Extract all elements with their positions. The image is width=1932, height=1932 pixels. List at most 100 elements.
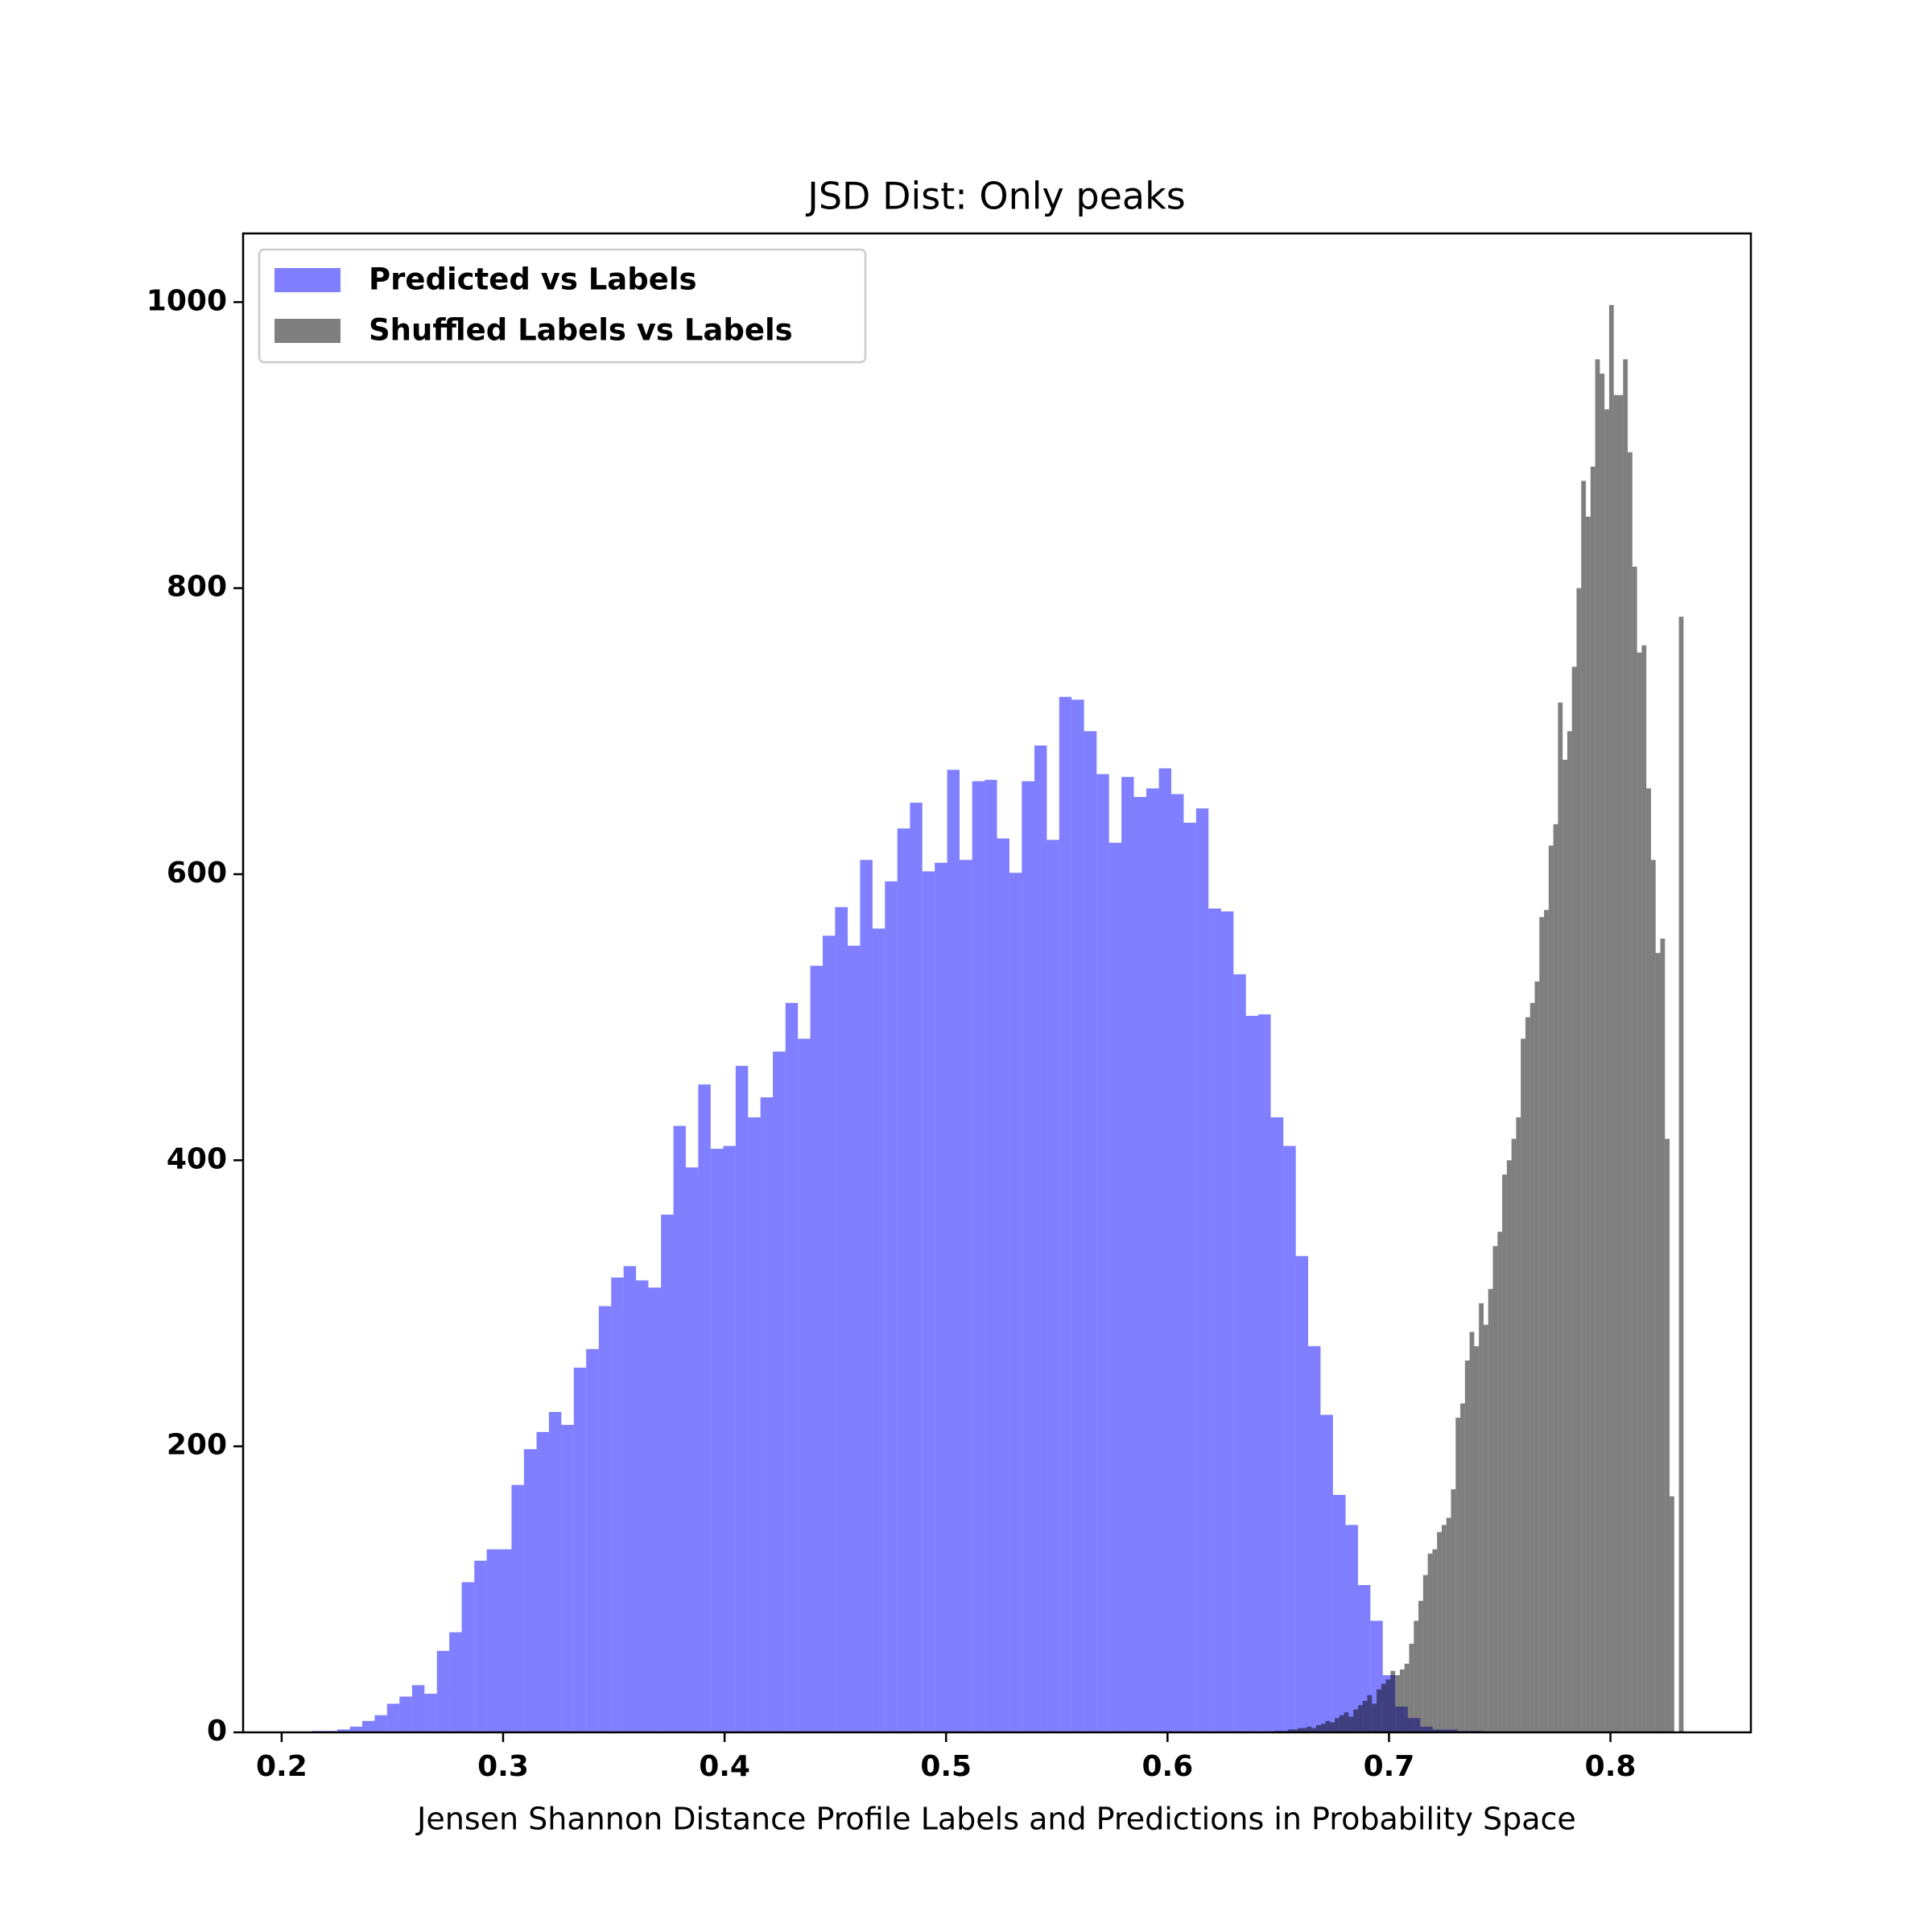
histogram-bar bbox=[499, 1549, 512, 1732]
histogram-bar bbox=[1678, 617, 1684, 1732]
histogram-bar bbox=[1302, 1728, 1307, 1732]
histogram-bar bbox=[960, 860, 972, 1732]
histogram-bar bbox=[1320, 1414, 1333, 1732]
histogram-bar bbox=[1437, 1532, 1442, 1732]
histogram-bar bbox=[1404, 1663, 1410, 1732]
histogram-bar bbox=[1497, 1232, 1503, 1732]
histogram-bar bbox=[1432, 1549, 1438, 1732]
histogram-bar bbox=[785, 1002, 799, 1732]
histogram-bar bbox=[386, 1703, 400, 1732]
histogram-bar bbox=[1469, 1331, 1475, 1732]
histogram-bar bbox=[1427, 1553, 1433, 1732]
legend-label: Predicted vs Labels bbox=[369, 262, 697, 297]
histogram-bar bbox=[1553, 824, 1558, 1732]
histogram-bar bbox=[760, 1097, 774, 1732]
histogram-bar bbox=[1220, 911, 1234, 1732]
histogram-bar bbox=[399, 1696, 412, 1732]
histogram-bar bbox=[336, 1729, 350, 1732]
histogram-bar bbox=[636, 1280, 649, 1732]
histogram-bar bbox=[511, 1484, 524, 1732]
histogram-bar bbox=[773, 1051, 786, 1732]
histogram-bar bbox=[1158, 768, 1172, 1732]
histogram-bar bbox=[1357, 1705, 1363, 1732]
histogram-bar bbox=[1646, 788, 1651, 1732]
y-tick-label: 600 bbox=[167, 857, 227, 890]
legend-swatch bbox=[275, 319, 341, 343]
histogram-bar bbox=[1548, 845, 1554, 1732]
histogram-bar bbox=[1233, 974, 1246, 1732]
histogram-bar bbox=[548, 1412, 562, 1732]
histogram-bar bbox=[1460, 1403, 1465, 1732]
histogram-bar bbox=[1108, 842, 1122, 1732]
histogram-bar bbox=[1409, 1643, 1414, 1732]
histogram-bar bbox=[1372, 1703, 1377, 1732]
histogram-bar bbox=[1660, 938, 1666, 1732]
histogram-bar bbox=[449, 1632, 462, 1732]
histogram-bar bbox=[1283, 1146, 1296, 1732]
histogram-bar bbox=[1258, 1014, 1271, 1732]
histogram-bar bbox=[523, 1449, 537, 1732]
histogram-bar bbox=[1414, 1620, 1419, 1732]
histogram-bar bbox=[1544, 910, 1549, 1732]
histogram-bar bbox=[436, 1650, 450, 1732]
histogram-bar bbox=[486, 1549, 500, 1732]
histogram-bar bbox=[1655, 952, 1661, 1732]
histogram-bar bbox=[1521, 1038, 1525, 1732]
y-tick-label: 400 bbox=[167, 1142, 227, 1175]
histogram-bar bbox=[1084, 731, 1097, 1732]
histogram-bar bbox=[1608, 304, 1614, 1732]
histogram-bar bbox=[1362, 1700, 1368, 1732]
histogram-bar bbox=[1650, 860, 1656, 1732]
histogram-bar bbox=[1628, 452, 1633, 1732]
histogram-bar bbox=[1590, 466, 1596, 1732]
x-tick-label: 0.3 bbox=[477, 1750, 529, 1783]
histogram-bar bbox=[1308, 1346, 1321, 1732]
histogram-bar bbox=[1332, 1495, 1346, 1732]
histogram-bar bbox=[1183, 823, 1196, 1733]
histogram-bar bbox=[872, 928, 886, 1732]
legend: Predicted vs Labels Shuffled Labels vs La… bbox=[258, 248, 867, 364]
histogram-bar bbox=[424, 1694, 437, 1732]
histogram-bar bbox=[985, 779, 997, 1733]
histogram-bar bbox=[1325, 1720, 1331, 1732]
histogram-bar bbox=[1418, 1600, 1423, 1732]
histogram-bar bbox=[1534, 981, 1540, 1732]
histogram-bar bbox=[1390, 1670, 1396, 1732]
histogram-bar bbox=[1171, 794, 1184, 1732]
histogram-bar bbox=[922, 871, 935, 1732]
histogram-bar bbox=[623, 1265, 637, 1732]
histogram-bar bbox=[611, 1278, 624, 1732]
legend-swatch bbox=[275, 268, 341, 292]
histogram-bar bbox=[1488, 1289, 1493, 1732]
histogram-bar bbox=[1009, 873, 1022, 1732]
histogram-bar bbox=[1604, 409, 1609, 1732]
histogram-bar bbox=[1506, 1160, 1512, 1732]
chart-title: JSD Dist: Only peaks bbox=[805, 175, 1185, 218]
histogram-bar bbox=[1335, 1718, 1340, 1732]
histogram-bar bbox=[1479, 1302, 1484, 1732]
histogram-bar bbox=[848, 945, 861, 1732]
histogram-bar bbox=[1385, 1679, 1391, 1732]
histogram-bar bbox=[1492, 1245, 1498, 1732]
legend-label: Shuffled Labels vs Labels bbox=[369, 313, 793, 348]
histogram-bar bbox=[1563, 759, 1567, 1732]
histogram-bar bbox=[822, 935, 836, 1732]
histogram-bar bbox=[1297, 1728, 1302, 1732]
histogram-bar bbox=[1293, 1729, 1298, 1732]
histogram-bar bbox=[860, 860, 873, 1732]
histogram-bar bbox=[1339, 1715, 1344, 1732]
histogram-bar bbox=[1539, 917, 1545, 1732]
histogram-bar bbox=[935, 862, 947, 1732]
histogram-bar bbox=[1320, 1724, 1326, 1732]
histogram-bar bbox=[561, 1425, 574, 1732]
histogram-bar bbox=[1381, 1683, 1386, 1732]
histogram-bar bbox=[1511, 1138, 1517, 1732]
histogram-bar bbox=[1576, 588, 1582, 1732]
histogram-bar bbox=[648, 1287, 662, 1732]
histogram-bar bbox=[1046, 840, 1059, 1732]
x-tick-label: 0.4 bbox=[699, 1750, 750, 1783]
histogram-bar bbox=[411, 1685, 425, 1732]
histogram-bar bbox=[735, 1066, 749, 1732]
histogram-bar bbox=[1632, 566, 1637, 1732]
